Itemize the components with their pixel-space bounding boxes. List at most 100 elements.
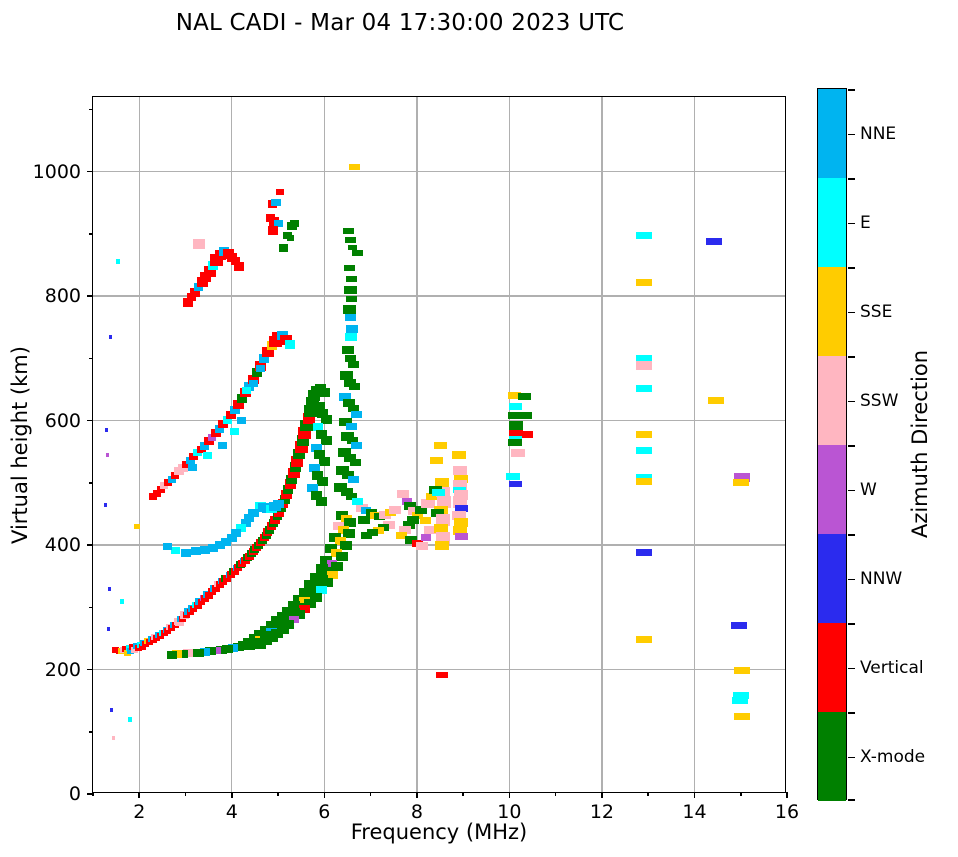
y-tick — [87, 419, 93, 422]
colorbar-label-sse: SSE — [860, 301, 893, 322]
colorbar-band-x-mode — [818, 712, 846, 801]
y-tick-minor — [89, 606, 93, 609]
data-point — [193, 449, 203, 457]
data-point — [635, 446, 652, 454]
data-point — [435, 514, 450, 527]
data-point — [212, 585, 221, 593]
data-point — [518, 412, 532, 420]
x-tick-minor — [184, 792, 187, 796]
data-point — [345, 332, 358, 341]
data-point — [280, 490, 292, 500]
data-point — [197, 599, 205, 606]
colorbar-tick — [848, 222, 855, 225]
data-point — [153, 635, 161, 642]
colorbar-tick — [848, 756, 855, 759]
data-point — [105, 427, 109, 432]
colorbar-separator-tick — [848, 445, 855, 447]
y-tick-label: 600 — [44, 409, 81, 432]
data-point — [352, 249, 364, 256]
data-point — [138, 643, 146, 650]
data-point — [164, 627, 172, 634]
x-tick-label: 14 — [682, 801, 707, 823]
gridline-vertical — [416, 97, 418, 792]
data-point — [343, 399, 356, 408]
x-tick — [508, 792, 511, 798]
data-point — [342, 227, 354, 234]
data-point — [346, 324, 359, 333]
colorbar-separator-tick — [848, 356, 855, 358]
gridline-horizontal — [93, 668, 785, 671]
data-point — [636, 430, 653, 438]
gridline-vertical — [601, 97, 603, 792]
x-tick-minor — [92, 792, 94, 796]
data-point — [454, 490, 469, 501]
data-point — [423, 526, 436, 535]
data-point — [327, 570, 339, 579]
data-point — [453, 465, 468, 475]
colorbar-band-nnw — [818, 534, 846, 623]
data-point — [430, 508, 444, 517]
data-point — [426, 493, 438, 501]
data-point — [177, 649, 188, 658]
data-point — [193, 238, 206, 249]
data-point — [352, 498, 364, 505]
data-point — [306, 483, 318, 492]
data-point — [152, 489, 161, 497]
x-tick-minor — [462, 792, 464, 796]
data-point — [396, 490, 409, 499]
data-point — [401, 498, 412, 505]
data-point — [312, 470, 324, 480]
data-point — [174, 618, 184, 627]
data-point — [416, 542, 429, 551]
data-point — [429, 456, 443, 464]
data-point — [188, 649, 199, 658]
y-tick-minor — [89, 482, 93, 484]
data-point — [172, 649, 183, 658]
data-point — [318, 388, 330, 398]
data-point — [344, 518, 357, 528]
data-point — [321, 567, 334, 577]
gridline-horizontal — [93, 171, 785, 173]
data-point — [730, 622, 747, 630]
data-point — [282, 613, 295, 623]
data-point — [226, 533, 237, 542]
data-point — [182, 297, 193, 307]
data-point — [635, 384, 652, 392]
data-point — [259, 354, 270, 364]
data-point — [321, 577, 334, 587]
colorbar-separator-tick — [848, 799, 855, 801]
data-point — [453, 525, 468, 535]
data-point — [251, 368, 262, 378]
data-point — [299, 605, 311, 614]
data-point — [232, 399, 244, 409]
data-point — [335, 551, 348, 561]
x-tick-label: 16 — [774, 801, 800, 823]
data-point — [211, 429, 222, 438]
data-point — [345, 493, 357, 501]
data-point — [431, 489, 445, 497]
data-point — [452, 510, 467, 520]
data-point — [324, 544, 337, 554]
data-point — [347, 361, 359, 369]
data-point — [453, 495, 468, 508]
data-point — [316, 429, 328, 439]
data-point — [255, 364, 265, 372]
data-point — [333, 483, 347, 493]
data-point — [402, 521, 415, 530]
y-tick-label: 0 — [68, 783, 81, 805]
data-point — [404, 502, 417, 511]
colorbar-tick — [848, 578, 855, 581]
data-point — [331, 561, 344, 571]
data-point — [285, 340, 296, 350]
data-point — [149, 637, 157, 644]
data-point — [218, 442, 228, 449]
x-tick — [138, 792, 141, 798]
data-point — [293, 594, 306, 604]
data-point — [636, 354, 653, 362]
data-point — [288, 616, 299, 624]
data-point — [636, 361, 653, 371]
data-point — [312, 422, 323, 431]
data-point — [107, 586, 111, 591]
x-tick — [231, 792, 233, 798]
data-point — [316, 497, 328, 506]
